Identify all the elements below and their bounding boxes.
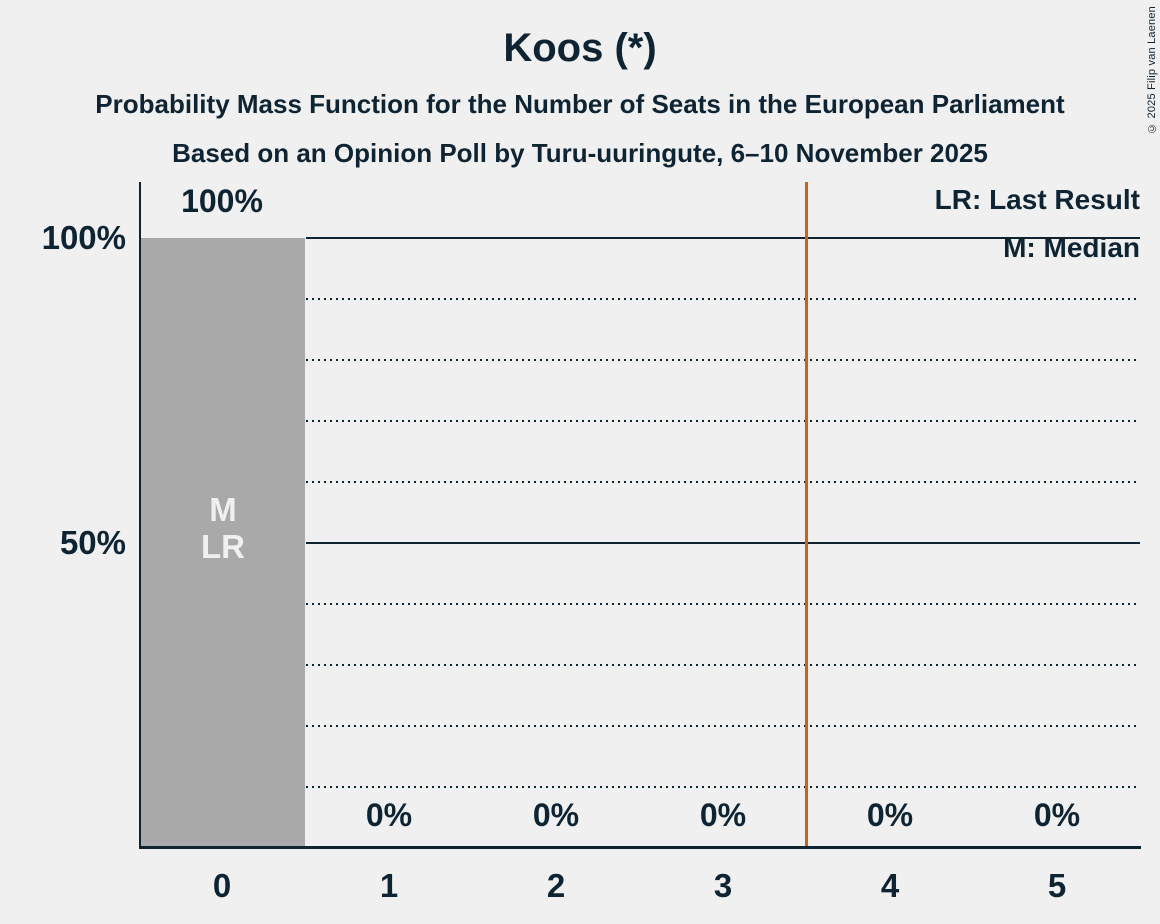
y-axis-label-100: 100% (41, 219, 126, 256)
value-label-seats-2: 0% (532, 797, 580, 833)
value-label-seats-1: 0% (365, 797, 413, 833)
x-tick-4: 4 (880, 867, 900, 904)
chart-subtitle-pmf: Probability Mass Function for the Number… (95, 89, 1065, 119)
value-label-seats-3: 0% (699, 797, 747, 833)
x-axis-line (139, 846, 1141, 849)
chart-subtitle-poll: Based on an Opinion Poll by Turu-uuringu… (172, 138, 988, 168)
gridline-60pct (306, 481, 1140, 483)
gridline-90pct (306, 298, 1140, 300)
gridline-40pct (306, 603, 1140, 605)
gridline-20pct (306, 725, 1140, 727)
last-result-vertical-line (805, 182, 808, 846)
gridline-30pct (306, 664, 1140, 666)
bar-seats-0 (141, 238, 305, 846)
x-tick-3: 3 (713, 867, 733, 904)
y-axis-label-50: 50% (59, 524, 126, 561)
x-tick-1: 1 (379, 867, 399, 904)
y-axis-line (139, 182, 141, 848)
legend-last-result: LR: Last Result (934, 184, 1140, 215)
value-label-seats-5: 0% (1033, 797, 1081, 833)
gridline-100pct (306, 237, 1140, 239)
gridline-70pct (306, 420, 1140, 422)
x-tick-2: 2 (546, 867, 566, 904)
copyright-notice: © 2025 Filip van Laenen (1146, 6, 1158, 134)
chart-title: Koos (*) (503, 26, 657, 70)
x-tick-0: 0 (212, 867, 232, 904)
median-marker-label: M (209, 491, 237, 528)
gridline-50pct (306, 542, 1140, 544)
last-result-marker-label: LR (201, 528, 245, 565)
gridline-10pct (306, 786, 1140, 788)
gridline-80pct (306, 359, 1140, 361)
x-tick-5: 5 (1047, 867, 1067, 904)
bar-median-lastresult-annotation: M LR (140, 491, 306, 565)
value-label-seats-0: 100% (181, 183, 263, 219)
value-label-seats-4: 0% (866, 797, 914, 833)
